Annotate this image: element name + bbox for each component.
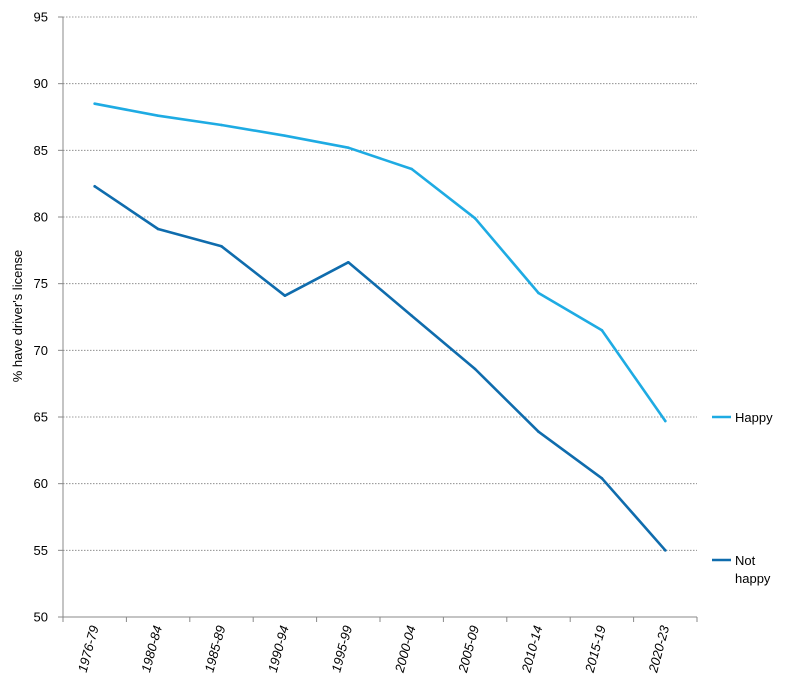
data-point <box>220 245 223 248</box>
y-tick-label: 60 <box>34 476 48 491</box>
data-point <box>156 114 160 117</box>
y-tick-label: 75 <box>34 276 48 291</box>
gridlines <box>63 16 697 551</box>
data-point <box>410 167 414 171</box>
y-axis-ticks: 50 55 60 65 70 75 80 85 90 95 <box>34 10 48 625</box>
data-point <box>600 477 604 480</box>
x-tick-label: 2015-19 <box>582 624 609 675</box>
y-tick-label: 70 <box>34 343 48 358</box>
data-point <box>473 367 477 371</box>
y-tick-label: 55 <box>34 543 48 558</box>
x-tick-label: 1976-79 <box>75 624 102 674</box>
data-point <box>220 123 223 127</box>
x-tick-label: 2020-23 <box>645 623 672 675</box>
series-line-not-happy <box>93 185 667 552</box>
data-point <box>664 419 667 423</box>
x-tick-label: 2005-09 <box>455 624 482 675</box>
data-point <box>283 294 287 297</box>
data-point <box>93 102 96 105</box>
x-axis-ticks: 1976-79 1980-84 1985-89 1990-94 1995-99 2000-… <box>75 623 673 675</box>
y-tick-label: 65 <box>34 410 48 425</box>
x-tick-label: 1985-89 <box>202 624 229 674</box>
data-point <box>600 329 604 332</box>
legend-label: Not happy <box>735 553 771 586</box>
x-tick-label: 2010-14 <box>518 624 545 675</box>
legend: Happy Not happy <box>712 410 773 586</box>
x-tick-label: 1990-94 <box>265 624 292 674</box>
data-point <box>410 314 414 317</box>
x-tick-label: 1980-84 <box>138 624 165 674</box>
data-point <box>664 549 667 552</box>
data-point <box>156 227 160 231</box>
data-point <box>93 185 96 188</box>
y-axis-title: % have driver's license <box>10 250 25 383</box>
y-tick-label: 85 <box>34 143 48 158</box>
y-tick-label: 95 <box>34 10 48 25</box>
x-tick-label: 1995-99 <box>328 624 355 674</box>
data-point <box>473 217 477 220</box>
data-point <box>347 146 350 149</box>
legend-label: Happy <box>735 410 773 425</box>
y-tick-label: 80 <box>34 210 48 225</box>
y-tick-label: 50 <box>34 610 48 625</box>
data-point <box>537 291 540 295</box>
data-point <box>283 134 287 137</box>
axes <box>58 16 698 622</box>
series-line-happy <box>93 102 667 423</box>
x-tick-label: 2000-04 <box>391 624 418 675</box>
series-group <box>93 102 667 552</box>
data-point <box>347 261 350 264</box>
data-point <box>537 430 540 433</box>
y-tick-label: 90 <box>34 76 48 91</box>
